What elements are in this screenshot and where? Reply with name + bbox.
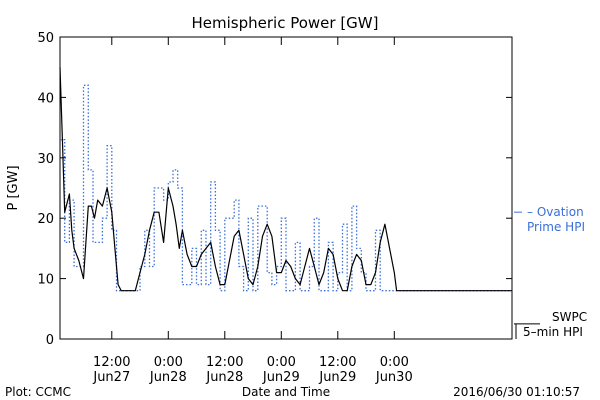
x-tick-time-4: 12:00 [319,355,356,370]
plot-timestamp: 2016/06/30 01:10:57 [453,385,580,399]
chart-title: Hemispheric Power [GW] [192,14,379,32]
x-tick-date-1: Jun28 [149,370,187,385]
y-tick-label-40: 40 [37,91,54,106]
plot-credit: Plot: CCMC [5,385,71,399]
y-tick-label-0: 0 [46,333,54,348]
y-tick-label-50: 50 [37,31,54,46]
x-tick-date-5: Jun30 [375,370,413,385]
x-tick-date-4: Jun29 [318,370,356,385]
x-tick-time-2: 12:00 [206,355,243,370]
x-tick-date-0: Jun27 [92,370,130,385]
y-tick-label-30: 30 [37,152,54,167]
x-tick-date-3: Jun29 [262,370,300,385]
series-ovation-prime-line [60,84,512,292]
y-axis-label: P [GW] [6,165,21,210]
series-label-ovation-line2: Prime HPI [527,220,585,234]
x-tick-date-2: Jun28 [205,370,243,385]
x-tick-time-0: 12:00 [93,355,130,370]
series-label-swpc-line1: SWPC [552,310,587,324]
series-label-ovation-line1: – Ovation [527,205,584,219]
x-axis-label: Date and Time [242,385,330,399]
x-tick-time-5: 0:00 [380,355,409,370]
x-tick-time-1: 0:00 [154,355,183,370]
y-tick-label-20: 20 [37,212,54,227]
series-swpc-line [59,67,512,292]
x-tick-time-3: 0:00 [267,355,296,370]
plot-frame [59,36,513,340]
series-label-swpc-line2: 5–min HPI [523,325,583,339]
y-tick-label-10: 10 [37,273,54,288]
